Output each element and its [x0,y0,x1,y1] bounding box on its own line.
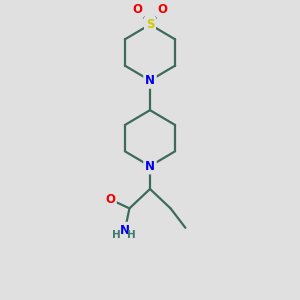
Text: O: O [105,193,115,206]
Text: N: N [145,160,155,172]
Text: H: H [112,230,121,240]
Text: S: S [146,18,154,31]
Text: N: N [145,74,155,87]
Text: H: H [127,230,136,240]
Text: O: O [158,3,168,16]
Text: N: N [120,224,130,237]
Text: O: O [132,3,142,16]
